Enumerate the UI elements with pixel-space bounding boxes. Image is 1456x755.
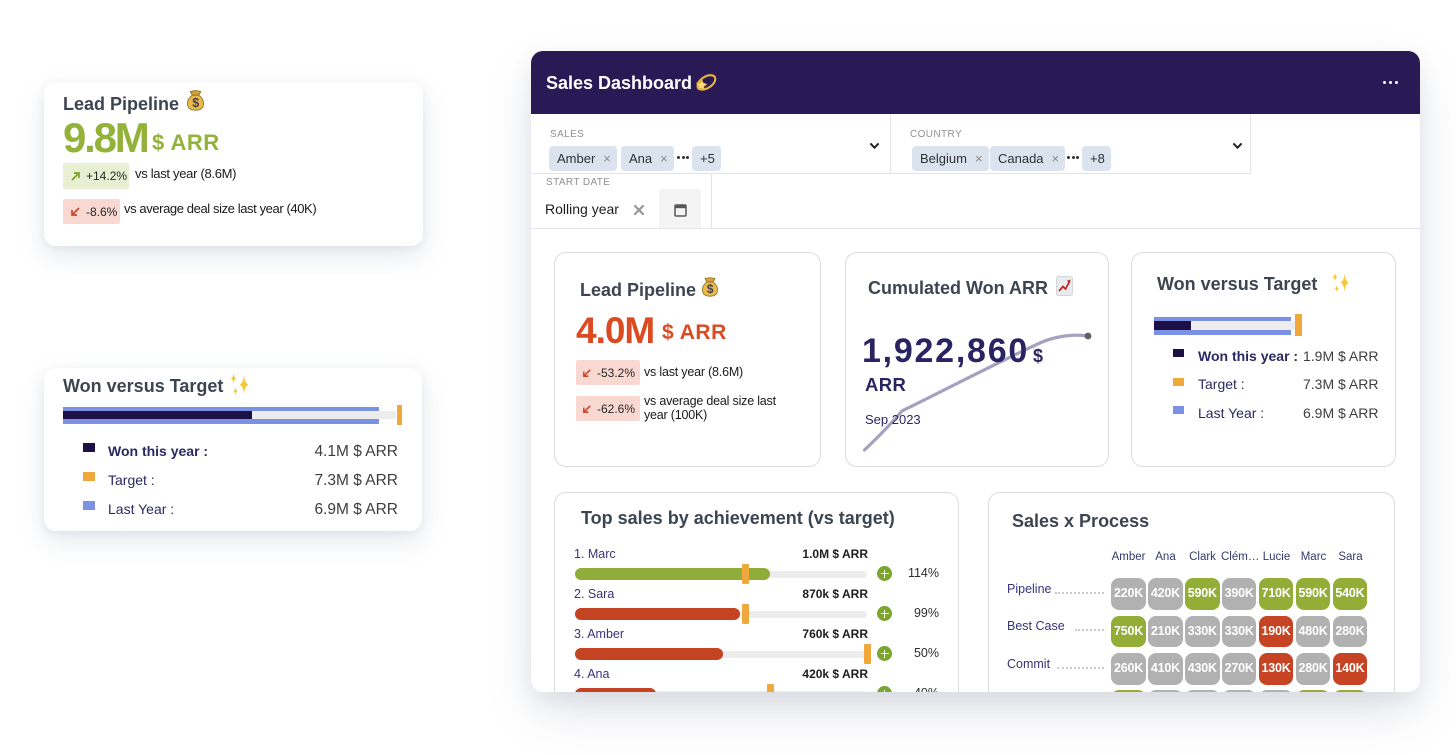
svg-text:$: $ <box>707 282 714 296</box>
svg-text:$: $ <box>192 96 199 110</box>
